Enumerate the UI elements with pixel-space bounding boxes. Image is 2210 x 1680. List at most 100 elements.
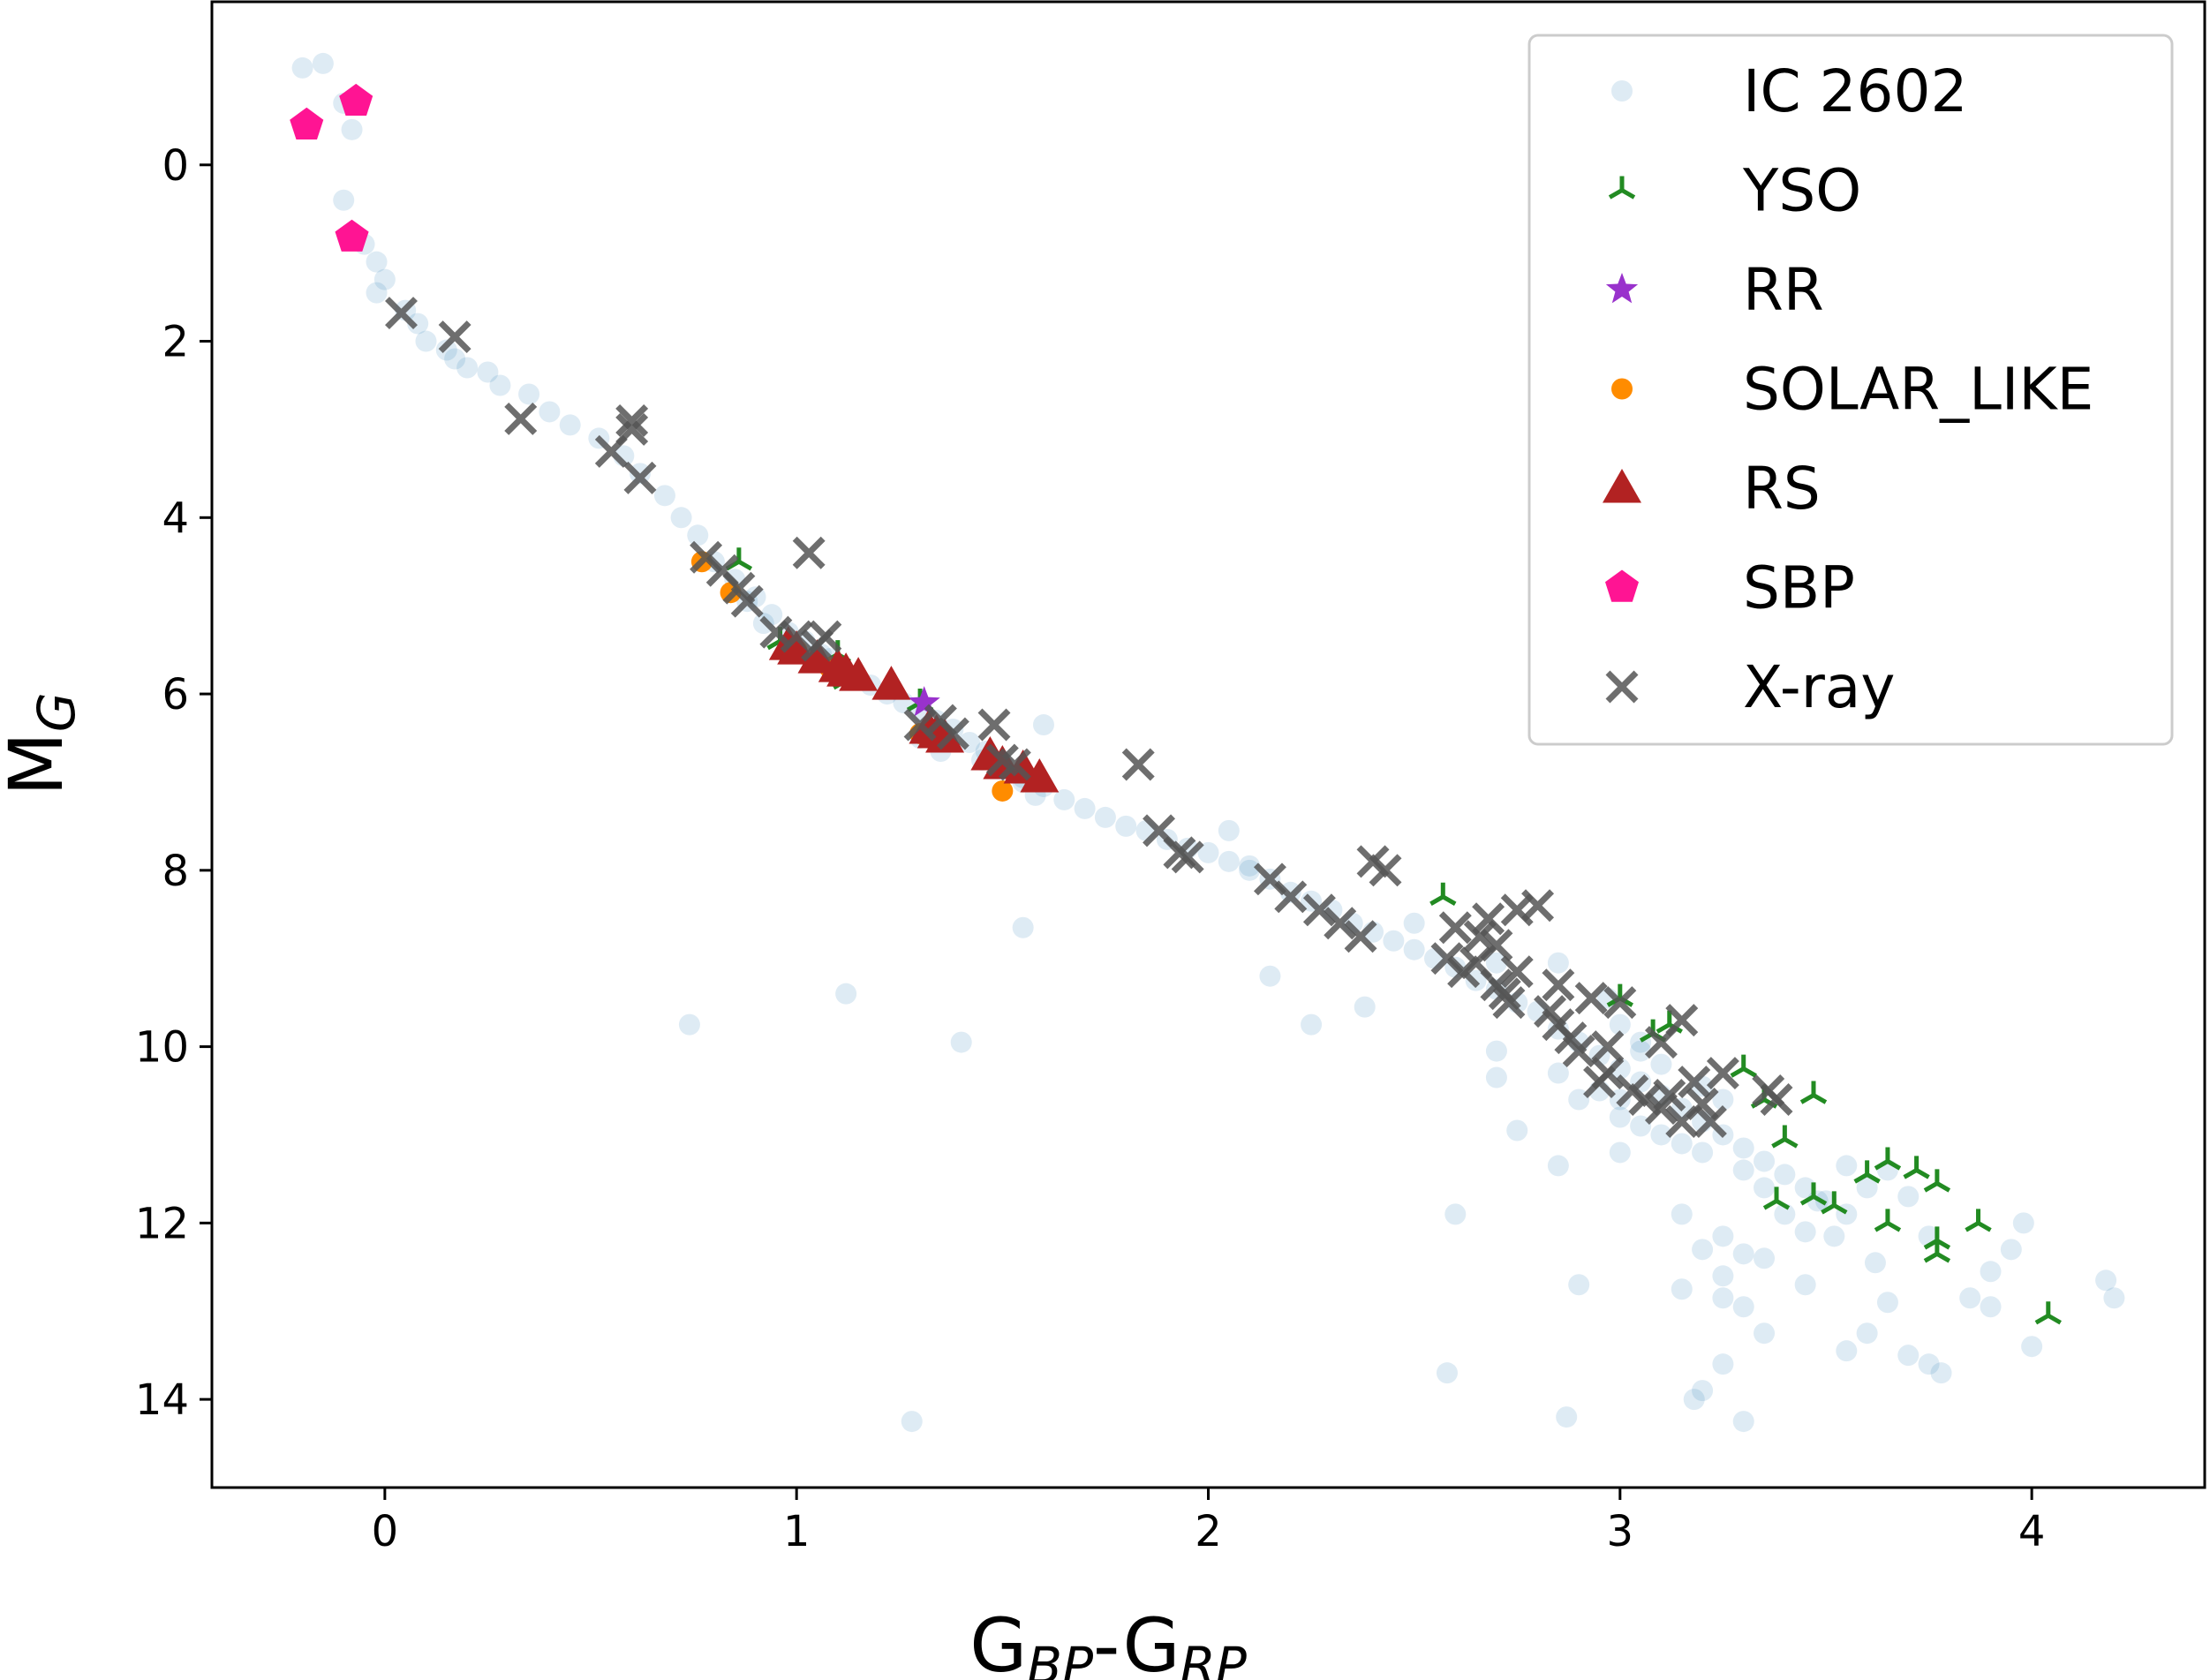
data-point bbox=[1324, 907, 1357, 940]
data-point bbox=[477, 361, 499, 383]
data-point bbox=[1671, 1278, 1693, 1300]
data-point bbox=[1762, 1187, 1791, 1210]
data-point bbox=[291, 57, 313, 79]
data-point bbox=[1683, 1389, 1705, 1411]
data-point bbox=[1403, 912, 1425, 934]
data-point bbox=[438, 320, 471, 354]
data-point bbox=[2021, 1336, 2043, 1358]
data-point bbox=[901, 1411, 923, 1433]
data-point bbox=[518, 383, 540, 405]
data-point bbox=[1383, 930, 1405, 952]
legend-label: SBP bbox=[1743, 554, 1855, 622]
data-point bbox=[615, 403, 649, 437]
data-point bbox=[407, 313, 429, 335]
data-point bbox=[290, 107, 324, 139]
data-point bbox=[1609, 1013, 1631, 1036]
data-point bbox=[1774, 1164, 1796, 1186]
legend: IC 2602 YSO RR SOLAR_LIKE RS SBP X-ray bbox=[1527, 34, 2174, 746]
data-point bbox=[1239, 859, 1261, 881]
legend-label: X-ray bbox=[1743, 653, 1895, 721]
data-point bbox=[977, 708, 1011, 742]
data-point bbox=[950, 1031, 972, 1053]
data-point bbox=[1574, 982, 1608, 1015]
legend-entry: X-ray bbox=[1605, 653, 1895, 721]
data-point bbox=[908, 686, 940, 717]
data-point bbox=[1732, 1159, 1754, 1181]
y-tick-label: 4 bbox=[162, 493, 189, 543]
legend-entry: YSO bbox=[1608, 157, 1861, 225]
x-tick-label: 4 bbox=[2018, 1507, 2046, 1556]
data-point bbox=[1821, 1191, 1848, 1215]
data-point bbox=[1302, 893, 1336, 927]
data-point bbox=[1692, 1239, 1714, 1261]
data-point bbox=[2034, 1301, 2062, 1325]
data-point bbox=[1609, 1141, 1631, 1164]
data-point bbox=[1760, 1083, 1793, 1116]
data-point bbox=[1463, 920, 1497, 953]
data-point bbox=[1547, 1155, 1569, 1177]
data-point bbox=[1521, 889, 1555, 923]
data-point bbox=[1650, 1124, 1672, 1146]
data-point bbox=[1671, 1203, 1693, 1225]
data-point bbox=[1591, 1030, 1625, 1064]
data-point bbox=[1874, 1209, 1902, 1232]
data-point bbox=[1197, 841, 1219, 863]
y-tick-label: 6 bbox=[162, 670, 189, 719]
data-point bbox=[1754, 1322, 1776, 1345]
data-point bbox=[1706, 1057, 1739, 1090]
data-point bbox=[1794, 1221, 1816, 1243]
data-point bbox=[1732, 1243, 1754, 1265]
y-tick-label: 12 bbox=[135, 1199, 189, 1248]
data-point bbox=[1980, 1296, 2002, 1318]
data-point bbox=[1903, 1156, 1930, 1179]
data-point bbox=[1897, 1345, 1920, 1367]
data-point bbox=[1686, 1088, 1719, 1120]
legend-frame bbox=[1527, 34, 2174, 746]
y-tick-label: 14 bbox=[135, 1375, 189, 1425]
data-point bbox=[1864, 1252, 1886, 1274]
data-point bbox=[1568, 1274, 1590, 1296]
data-point bbox=[1754, 1177, 1776, 1199]
data-point bbox=[1644, 1026, 1678, 1059]
data-point bbox=[1712, 1287, 1734, 1309]
data-point bbox=[2095, 1269, 2117, 1292]
data-point bbox=[780, 620, 813, 653]
data-point bbox=[1692, 1380, 1714, 1402]
data-point bbox=[1485, 1066, 1507, 1089]
data-point bbox=[1712, 1225, 1734, 1247]
data-point bbox=[1799, 1081, 1828, 1104]
data-point bbox=[1354, 996, 1376, 1018]
data-point bbox=[1074, 797, 1096, 819]
data-point bbox=[839, 657, 879, 691]
data-point bbox=[1836, 1155, 1858, 1177]
data-point bbox=[1732, 1411, 1754, 1433]
data-point bbox=[925, 719, 965, 753]
data-point bbox=[1436, 1362, 1458, 1384]
data-point bbox=[687, 524, 709, 546]
data-point bbox=[1115, 815, 1137, 837]
data-point bbox=[1438, 911, 1472, 945]
data-point bbox=[623, 461, 657, 494]
data-point bbox=[1836, 1340, 1858, 1362]
y-tick-label: 10 bbox=[135, 1023, 189, 1073]
data-point bbox=[678, 1013, 700, 1036]
data-point bbox=[1794, 1177, 1816, 1199]
data-point bbox=[1609, 1106, 1631, 1128]
data-point bbox=[335, 219, 369, 252]
data-point bbox=[339, 83, 373, 116]
data-point bbox=[1897, 1186, 1920, 1208]
data-point bbox=[1876, 1292, 1898, 1314]
data-point bbox=[385, 297, 418, 330]
data-point bbox=[1556, 1406, 1578, 1428]
y-tick-label: 0 bbox=[162, 141, 189, 191]
data-point bbox=[1794, 1274, 1816, 1296]
data-point bbox=[1732, 1137, 1754, 1159]
series-x-ray bbox=[385, 297, 1793, 1138]
x-tick-label: 0 bbox=[372, 1507, 399, 1556]
legend-entry: SBP bbox=[1605, 554, 1855, 622]
data-point bbox=[1239, 855, 1261, 877]
data-point bbox=[373, 268, 396, 290]
legend-entry: IC 2602 bbox=[1611, 57, 1968, 125]
data-point bbox=[539, 401, 561, 423]
data-point bbox=[1853, 1160, 1881, 1184]
